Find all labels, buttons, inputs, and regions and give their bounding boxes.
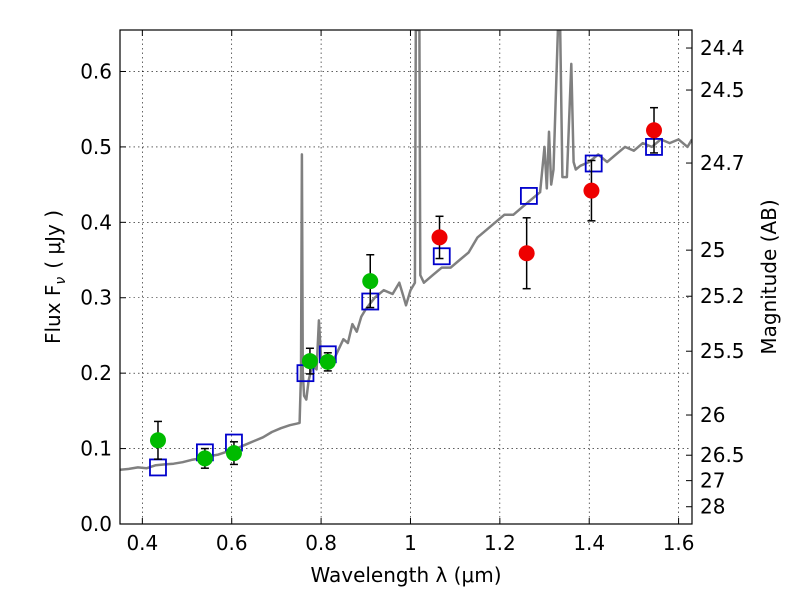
model-photometry-square <box>432 247 451 266</box>
optical-data-point <box>225 445 242 462</box>
x-tick-label: 1.2 <box>484 531 516 555</box>
y2-tick-label: 26 <box>700 403 725 427</box>
model-photometry-square <box>519 187 538 205</box>
y-tick-label: 0.1 <box>80 437 112 461</box>
x-axis-label: Wavelength λ (μm) <box>310 563 501 587</box>
nir-data-point <box>518 245 535 262</box>
y-axis-label-subscript: ν <box>53 277 69 285</box>
x-tick-label: 0.4 <box>126 531 158 555</box>
optical-data-point <box>149 432 166 449</box>
x-tick-label: 0.6 <box>216 531 248 555</box>
x-tick-label: 0.8 <box>305 531 337 555</box>
y2-tick-label: 25 <box>700 238 725 262</box>
y2-tick-label: 27 <box>700 469 725 493</box>
nir-data-point <box>431 229 448 246</box>
y2-tick-label: 24.7 <box>700 151 745 175</box>
nir-data-point <box>583 182 600 199</box>
optical-data-point <box>319 353 336 370</box>
axis-ticks: 0.4 0.6 0.8 1 1.2 1.4 1.6 0.0 0.1 0.2 0.3 0.4 0.5 0.6… <box>80 30 745 555</box>
y-axis-label-main: Flux F <box>41 285 65 344</box>
y-tick-label: 0.6 <box>80 59 112 83</box>
y2-tick-label: 24.5 <box>700 78 745 102</box>
x-tick-label: 1.4 <box>573 531 605 555</box>
plot-frame <box>119 29 693 525</box>
model-photometry-square <box>584 154 603 173</box>
y-axis-label-unit: ( μJy ) <box>41 210 65 269</box>
y2-tick-label: 28 <box>700 495 725 519</box>
y2-axis-label: Magnitude (AB) <box>757 199 781 354</box>
optical-data-point <box>362 273 379 290</box>
spectrum-line <box>120 30 692 471</box>
y2-tick-label: 25.2 <box>700 284 745 308</box>
optical-data-point <box>196 450 213 467</box>
nir-data-point <box>646 122 663 139</box>
optical-data-point <box>301 353 318 370</box>
y-tick-label: 0.4 <box>80 210 112 234</box>
y-axis-label: Flux Fν ( μJy ) <box>41 210 69 344</box>
y-tick-label: 0.5 <box>80 135 112 159</box>
y-tick-label: 0.2 <box>80 361 112 385</box>
y-tick-label: 0.3 <box>80 286 112 310</box>
data-layer <box>120 30 692 477</box>
y2-tick-label: 25.5 <box>700 339 745 363</box>
x-tick-label: 1 <box>404 531 417 555</box>
y2-tick-label: 26.5 <box>700 443 745 467</box>
x-tick-label: 1.6 <box>663 531 695 555</box>
y-tick-label: 0.0 <box>80 512 112 536</box>
y2-tick-label: 24.4 <box>700 36 745 60</box>
